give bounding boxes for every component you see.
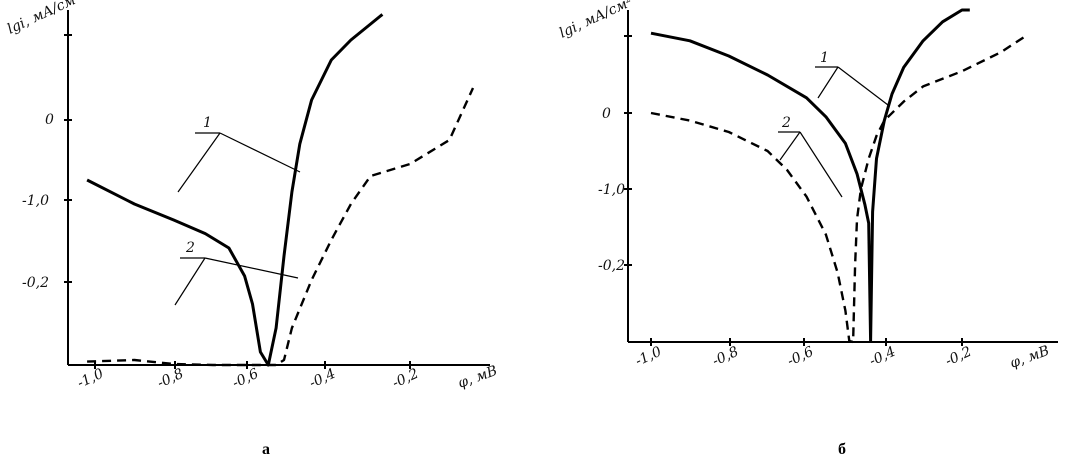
y-tick-label: -1,0 [598, 182, 625, 198]
y-tick-label: 0 [602, 106, 611, 122]
y-tick-label: -0,2 [598, 258, 625, 274]
x-tick-label: -0,4 [307, 366, 338, 392]
x-tick-label: -0,6 [230, 366, 261, 392]
series-line-2 [87, 87, 475, 367]
series-line-1 [86, 13, 384, 367]
x-tick-label: -0,8 [710, 344, 741, 370]
series-line-1 [650, 8, 970, 343]
y-axis-label: lgi, мА/см² [557, 0, 636, 42]
x-tick-label: -0,6 [785, 344, 816, 370]
y-tick-label: -1,0 [22, 193, 49, 209]
x-axis-label: φ, мВ [1008, 343, 1052, 372]
y-tick-label: 0 [45, 112, 54, 128]
panel-caption: а [262, 441, 270, 458]
y-tick-label: -0,2 [22, 275, 49, 291]
leader-line [837, 66, 889, 106]
x-tick-label: -0,4 [867, 344, 898, 370]
x-tick-label: -0,2 [943, 344, 974, 370]
panel-b: 0 -1,0 -0,2 -1,0 -0,8 -0,6 -0,4 -0,2 φ, … [557, 0, 1058, 458]
panel-caption: б [838, 441, 846, 458]
leader-line [174, 257, 206, 306]
x-tick-label: -0,2 [390, 366, 421, 392]
series-line-2 [650, 35, 1025, 344]
leader-line [779, 131, 801, 161]
series-label: 2 [185, 240, 195, 256]
leader-line [799, 131, 843, 198]
x-axis-label: φ, мВ [456, 363, 500, 392]
x-tick-label: -0,8 [155, 366, 186, 392]
panel-a: 0 -1,0 -0,2 -1,0 -0,8 -0,6 -0,4 -0,2 φ, … [5, 0, 500, 458]
leader-line [817, 66, 839, 99]
series-label: 2 [781, 115, 791, 131]
x-tick-label: -1,0 [633, 344, 664, 370]
series-label: 1 [820, 50, 829, 66]
series-label: 1 [203, 115, 212, 131]
leader-line [219, 132, 301, 173]
leader-line [177, 132, 221, 193]
x-tick-label: -1,0 [75, 366, 106, 392]
y-axis-label: lgi, мА/см² [5, 0, 84, 38]
